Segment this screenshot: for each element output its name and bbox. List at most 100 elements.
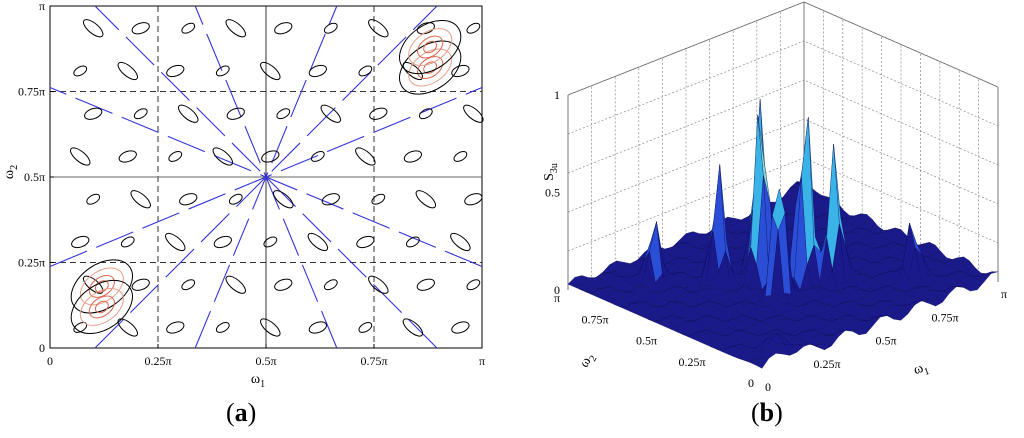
caption-b: (b) xyxy=(751,398,783,427)
peak-contour xyxy=(94,300,109,314)
surface-cell xyxy=(985,271,999,275)
contour-blob xyxy=(228,193,243,205)
contour-blob xyxy=(166,321,185,334)
contour-blob xyxy=(416,278,435,291)
contour-blob xyxy=(402,318,424,337)
contour-blob xyxy=(321,193,340,206)
peak-contour xyxy=(408,28,453,66)
contour-blob xyxy=(308,64,327,78)
peak-contour xyxy=(70,279,133,335)
contour-blob xyxy=(225,275,246,294)
y-tick-label: 0 xyxy=(748,376,754,390)
contour-blob xyxy=(82,19,104,38)
x-tick-label: 0.25π xyxy=(144,354,171,368)
x-tick-label: 0.25π xyxy=(813,357,840,371)
contour-blob xyxy=(84,107,103,120)
contour-lines xyxy=(70,19,484,337)
x-tick-label: 0.75π xyxy=(931,310,958,324)
contour-blob xyxy=(179,193,198,206)
contour-blob xyxy=(263,236,278,248)
y-tick-label: 0.25π xyxy=(18,256,45,270)
z-tick-label: 1 xyxy=(554,88,560,102)
x-tick-label: 0.75π xyxy=(360,354,387,368)
contour-blob xyxy=(131,278,150,291)
contour-blob xyxy=(368,275,389,294)
contour-blob xyxy=(118,150,137,163)
contour-blob xyxy=(418,108,433,120)
contour-blob xyxy=(355,147,376,166)
contour-blob xyxy=(215,65,230,77)
contour-blob xyxy=(368,19,389,38)
surface-grid-box xyxy=(567,1,999,290)
contour-blob xyxy=(307,232,329,252)
wall-grid-line xyxy=(567,1,999,96)
contour-blob xyxy=(86,193,101,205)
contour-blob xyxy=(181,22,196,34)
contour-blob xyxy=(308,321,327,334)
contour-blob xyxy=(165,232,186,252)
peak-contour xyxy=(79,288,124,326)
peak-contour xyxy=(408,48,453,87)
peak-contour xyxy=(88,295,115,319)
y-tick-label: 0.25π xyxy=(678,355,705,369)
contour-blob xyxy=(405,236,420,248)
contour-blob xyxy=(133,108,148,120)
contour-blob xyxy=(260,318,281,337)
contour-y-ticks: 0 0.25π 0.5π 0.75π π xyxy=(18,0,54,355)
contour-blob xyxy=(117,61,138,81)
wall-grid-line xyxy=(567,40,999,135)
surface-x-axis-label: ω1 xyxy=(912,359,931,381)
contour-blob xyxy=(274,278,293,291)
box-edge xyxy=(567,1,805,96)
peak-contour xyxy=(423,40,438,54)
z-tick-label: 0 xyxy=(554,283,560,297)
contour-blob xyxy=(131,22,150,35)
contour-blob xyxy=(225,19,246,38)
contour-blob xyxy=(276,108,291,120)
y-tick-label: 0.75π xyxy=(18,85,45,99)
peak-contour xyxy=(423,61,438,74)
z-tick-label: 0.5 xyxy=(545,186,560,200)
wall-grid-line xyxy=(567,79,999,174)
contour-blob xyxy=(464,193,483,206)
wall-grid-line xyxy=(567,118,999,213)
contour-x-ticks: 0 0.25π 0.5π 0.75π π xyxy=(47,344,485,368)
x-tick-label: π xyxy=(479,354,485,368)
peak-contour xyxy=(88,275,115,298)
x-tick-label: 0.5π xyxy=(875,334,896,348)
contour-blob xyxy=(369,107,388,120)
contour-panel: 0 0.25π 0.5π 0.75π π 0 0.25π 0.5π 0.75π π ω1 ω2 xyxy=(2,0,485,390)
contour-y-axis-label: ω2 xyxy=(2,165,20,179)
x-tick-label: 0 xyxy=(765,380,771,394)
contour-blob xyxy=(117,318,138,337)
contour-blob xyxy=(71,235,90,249)
y-tick-label: 0.5π xyxy=(24,170,45,184)
peak-contour xyxy=(399,19,462,75)
contour-blob xyxy=(226,107,245,120)
contour-blob xyxy=(274,22,293,35)
contour-blob xyxy=(320,104,342,123)
y-tick-label: 0.5π xyxy=(636,334,657,348)
contour-blob xyxy=(70,147,91,166)
contour-blob xyxy=(323,279,338,291)
y-tick-label: π xyxy=(554,291,560,305)
contour-blob xyxy=(168,151,183,162)
x-tick-label: 0 xyxy=(47,354,53,368)
y-tick-label: π xyxy=(39,0,45,13)
contour-blob xyxy=(453,151,468,162)
contour-blob xyxy=(166,64,185,78)
contour-blob xyxy=(415,190,437,209)
contour-x-axis-label: ω1 xyxy=(251,372,265,390)
radial-line xyxy=(94,5,438,349)
contour-blob xyxy=(310,151,325,162)
peak-contour xyxy=(79,267,124,306)
contour-blob xyxy=(358,65,373,77)
contour-blob xyxy=(358,322,373,333)
radial-line xyxy=(49,87,483,267)
surface-cell xyxy=(756,356,770,369)
contour-blob xyxy=(450,232,471,252)
contour-blob xyxy=(215,322,230,333)
x-tick-label: π xyxy=(1001,287,1007,301)
